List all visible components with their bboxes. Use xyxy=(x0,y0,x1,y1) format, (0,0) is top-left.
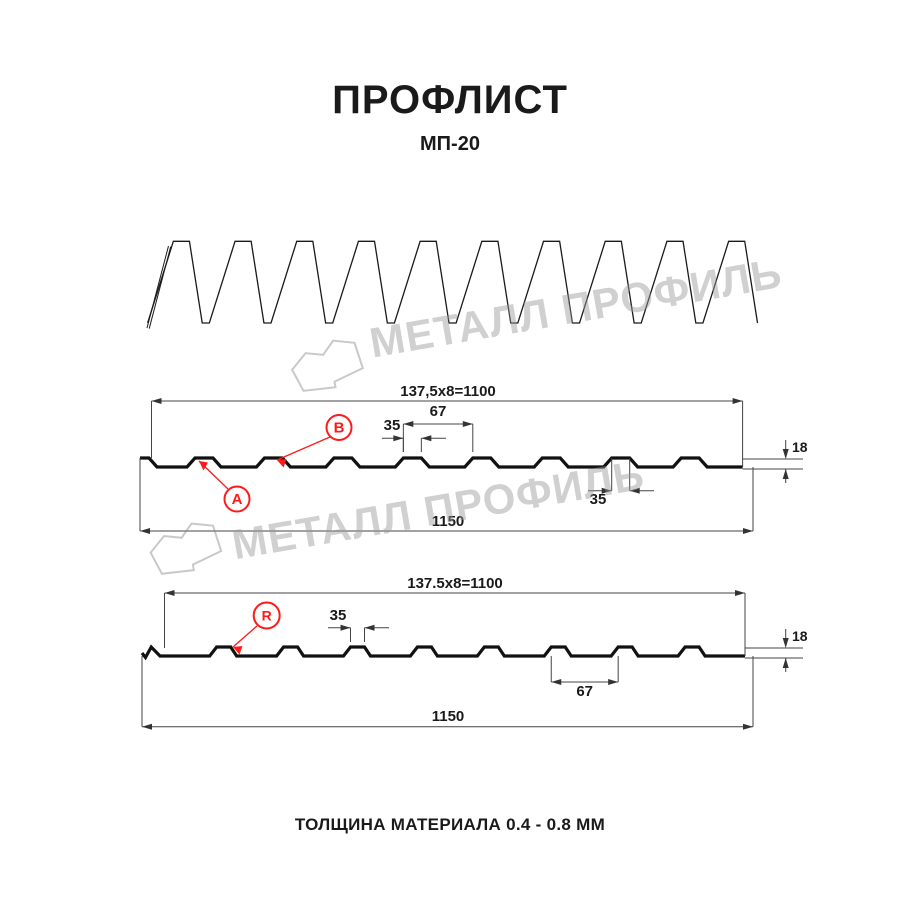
svg-text:18: 18 xyxy=(792,439,808,455)
svg-text:18: 18 xyxy=(792,628,808,644)
svg-text:137.5x8=1100: 137.5x8=1100 xyxy=(407,575,503,592)
svg-text:35: 35 xyxy=(330,607,347,624)
svg-text:R: R xyxy=(262,608,272,624)
svg-text:МЕТАЛЛ ПРОФИЛЬ: МЕТАЛЛ ПРОФИЛЬ xyxy=(366,249,785,366)
svg-text:67: 67 xyxy=(576,683,593,700)
svg-text:35: 35 xyxy=(384,417,401,434)
svg-text:137,5x8=1100: 137,5x8=1100 xyxy=(400,383,496,400)
svg-text:1150: 1150 xyxy=(432,708,465,725)
svg-text:B: B xyxy=(334,420,345,437)
svg-text:A: A xyxy=(232,491,243,508)
svg-text:67: 67 xyxy=(430,403,447,420)
